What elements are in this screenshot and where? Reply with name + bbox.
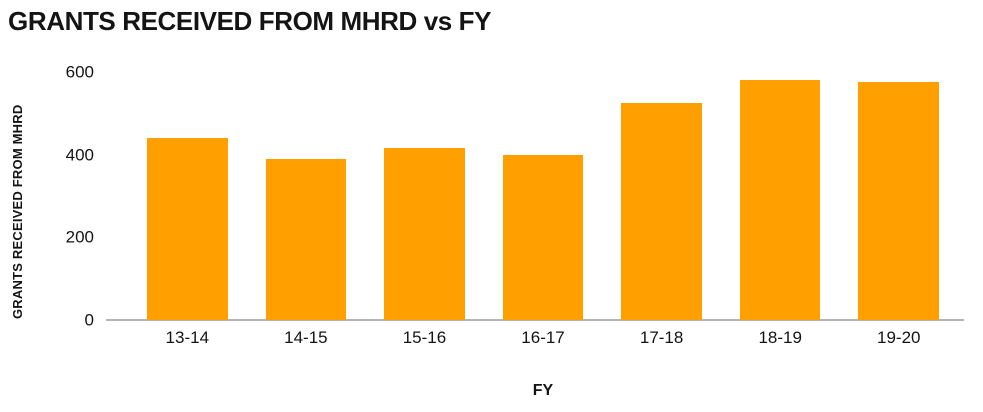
y-tick-label: 0 [84,310,94,330]
bar-14-15 [265,158,347,320]
x-tick-label: 14-15 [284,328,328,347]
bar-slot [721,72,840,320]
bar-slot [484,72,603,320]
bar-18-19 [739,80,821,320]
bar-slot [247,72,366,320]
bar-slot [839,72,958,320]
y-tick-label: 400 [65,145,94,165]
x-tick-label: 19-20 [877,328,921,347]
y-axis-ticks: 0 200 400 600 [30,64,102,329]
x-tick-label: 17-18 [639,328,684,347]
plot-area [128,72,958,320]
bar-13-14 [146,138,228,320]
bar-15-16 [384,148,465,320]
y-axis-label: GRANTS RECEIVED FROM MHRD [10,104,25,320]
y-tick-label: 200 [65,227,94,247]
y-tick-label: 600 [65,62,94,82]
x-axis-line [106,319,964,321]
bar-slot [365,72,484,320]
chart-title: GRANTS RECEIVED FROM MHRD vs FY [8,6,492,36]
x-tick-label: 16-17 [521,328,565,347]
bar-slot [128,72,247,320]
x-tick-label: 18-19 [758,328,802,347]
bar-19-20 [858,82,940,320]
bar-slot [602,72,721,320]
bar-17-18 [621,103,702,320]
bar-16-17 [502,154,584,320]
x-tick-label: 13-14 [165,328,210,347]
x-axis-ticks: 13-14 14-15 15-16 16-17 17-18 18-19 19-20 [128,328,958,348]
x-tick-label: 15-16 [402,328,447,347]
x-axis-label: FY [532,382,554,399]
bar-series [128,72,958,320]
